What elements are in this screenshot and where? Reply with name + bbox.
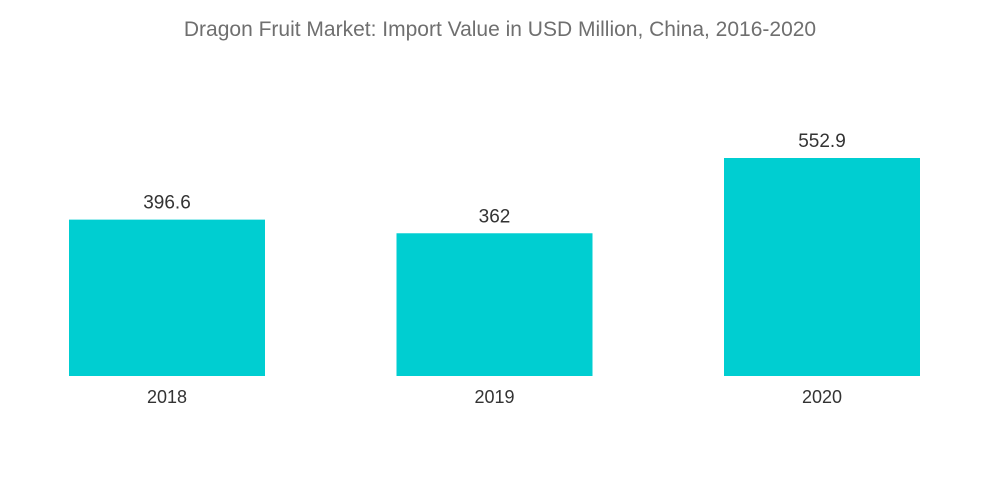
bars-layer: 396.6 2018 362 2019 552.9 2020 bbox=[69, 131, 920, 407]
x-tick-label-2018: 2018 bbox=[147, 387, 187, 407]
data-label-2019: 362 bbox=[479, 206, 511, 227]
chart-title: Dragon Fruit Market: Import Value in USD… bbox=[183, 18, 817, 41]
data-label-2020: 552.9 bbox=[798, 131, 846, 152]
bar-2018 bbox=[69, 219, 265, 376]
bar-2020 bbox=[724, 158, 920, 376]
x-tick-label-2019: 2019 bbox=[474, 387, 514, 407]
bar-2019 bbox=[396, 233, 593, 376]
x-tick-label-2020: 2020 bbox=[802, 387, 842, 407]
data-label-2018: 396.6 bbox=[143, 193, 191, 214]
